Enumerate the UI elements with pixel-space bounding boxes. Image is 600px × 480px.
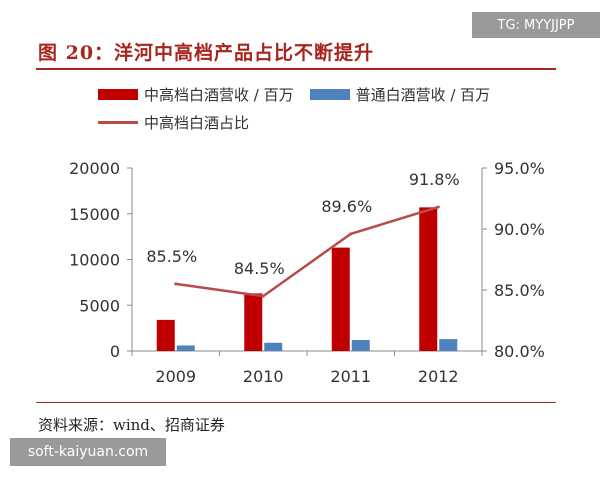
bar-premium <box>244 293 263 351</box>
legend-label-regular: 普通白酒营收 / 百万 <box>355 85 491 104</box>
bar-premium <box>331 247 350 351</box>
share-data-label: 91.8% <box>409 170 460 189</box>
title-rule <box>36 68 556 70</box>
bar-premium <box>156 319 175 351</box>
legend-swatch-premium <box>98 88 138 100</box>
left-tick-label: 15000 <box>69 205 120 224</box>
right-tick-label: 80.0% <box>494 342 545 361</box>
line-share-point <box>436 205 440 209</box>
legend-item-regular: 普通白酒营收 / 百万 <box>309 84 491 105</box>
x-tick-label: 2012 <box>418 367 459 386</box>
x-tick-label: 2011 <box>330 367 371 386</box>
watermark-bottom: soft-kaiyuan.com <box>10 438 166 466</box>
figure-title: 图 20：洋河中高档产品占比不断提升 <box>38 42 375 64</box>
legend-item-share: 中高档白酒占比 <box>98 112 249 133</box>
line-share-point <box>349 232 353 236</box>
line-share <box>175 205 439 298</box>
x-tick-label: 2009 <box>155 367 196 386</box>
line-share-point <box>261 294 265 298</box>
bar-premium <box>419 207 438 351</box>
left-tick-label: 20000 <box>69 159 120 178</box>
left-tick-label: 0 <box>110 342 120 361</box>
source-note: 资料来源：wind、招商证券 <box>38 416 225 434</box>
right-tick-label: 95.0% <box>494 159 545 178</box>
source-rule <box>36 402 556 403</box>
watermark-top: TG: MYYJJPP <box>472 12 600 38</box>
right-tick-label: 85.0% <box>494 281 545 300</box>
bar-regular <box>176 345 195 351</box>
left-tick-label: 5000 <box>79 296 120 315</box>
right-tick-label: 90.0% <box>494 220 545 239</box>
line-share-point <box>174 282 178 286</box>
bar-regular <box>351 340 370 351</box>
share-data-label: 89.6% <box>321 197 372 216</box>
legend-label-premium: 中高档白酒营收 / 百万 <box>144 85 294 104</box>
bar-regular <box>264 342 283 351</box>
share-data-label: 85.5% <box>146 247 197 266</box>
legend: 中高档白酒营收 / 百万 普通白酒营收 / 百万 中高档白酒占比 <box>98 80 506 136</box>
left-tick-label: 10000 <box>69 251 120 270</box>
share-data-label: 84.5% <box>234 259 285 278</box>
bar-regular <box>439 339 458 351</box>
legend-item-premium: 中高档白酒营收 / 百万 <box>98 84 294 105</box>
legend-swatch-regular <box>309 88 350 100</box>
legend-label-share: 中高档白酒占比 <box>144 113 250 132</box>
legend-swatch-share <box>98 120 138 124</box>
x-tick-label: 2010 <box>243 367 284 386</box>
